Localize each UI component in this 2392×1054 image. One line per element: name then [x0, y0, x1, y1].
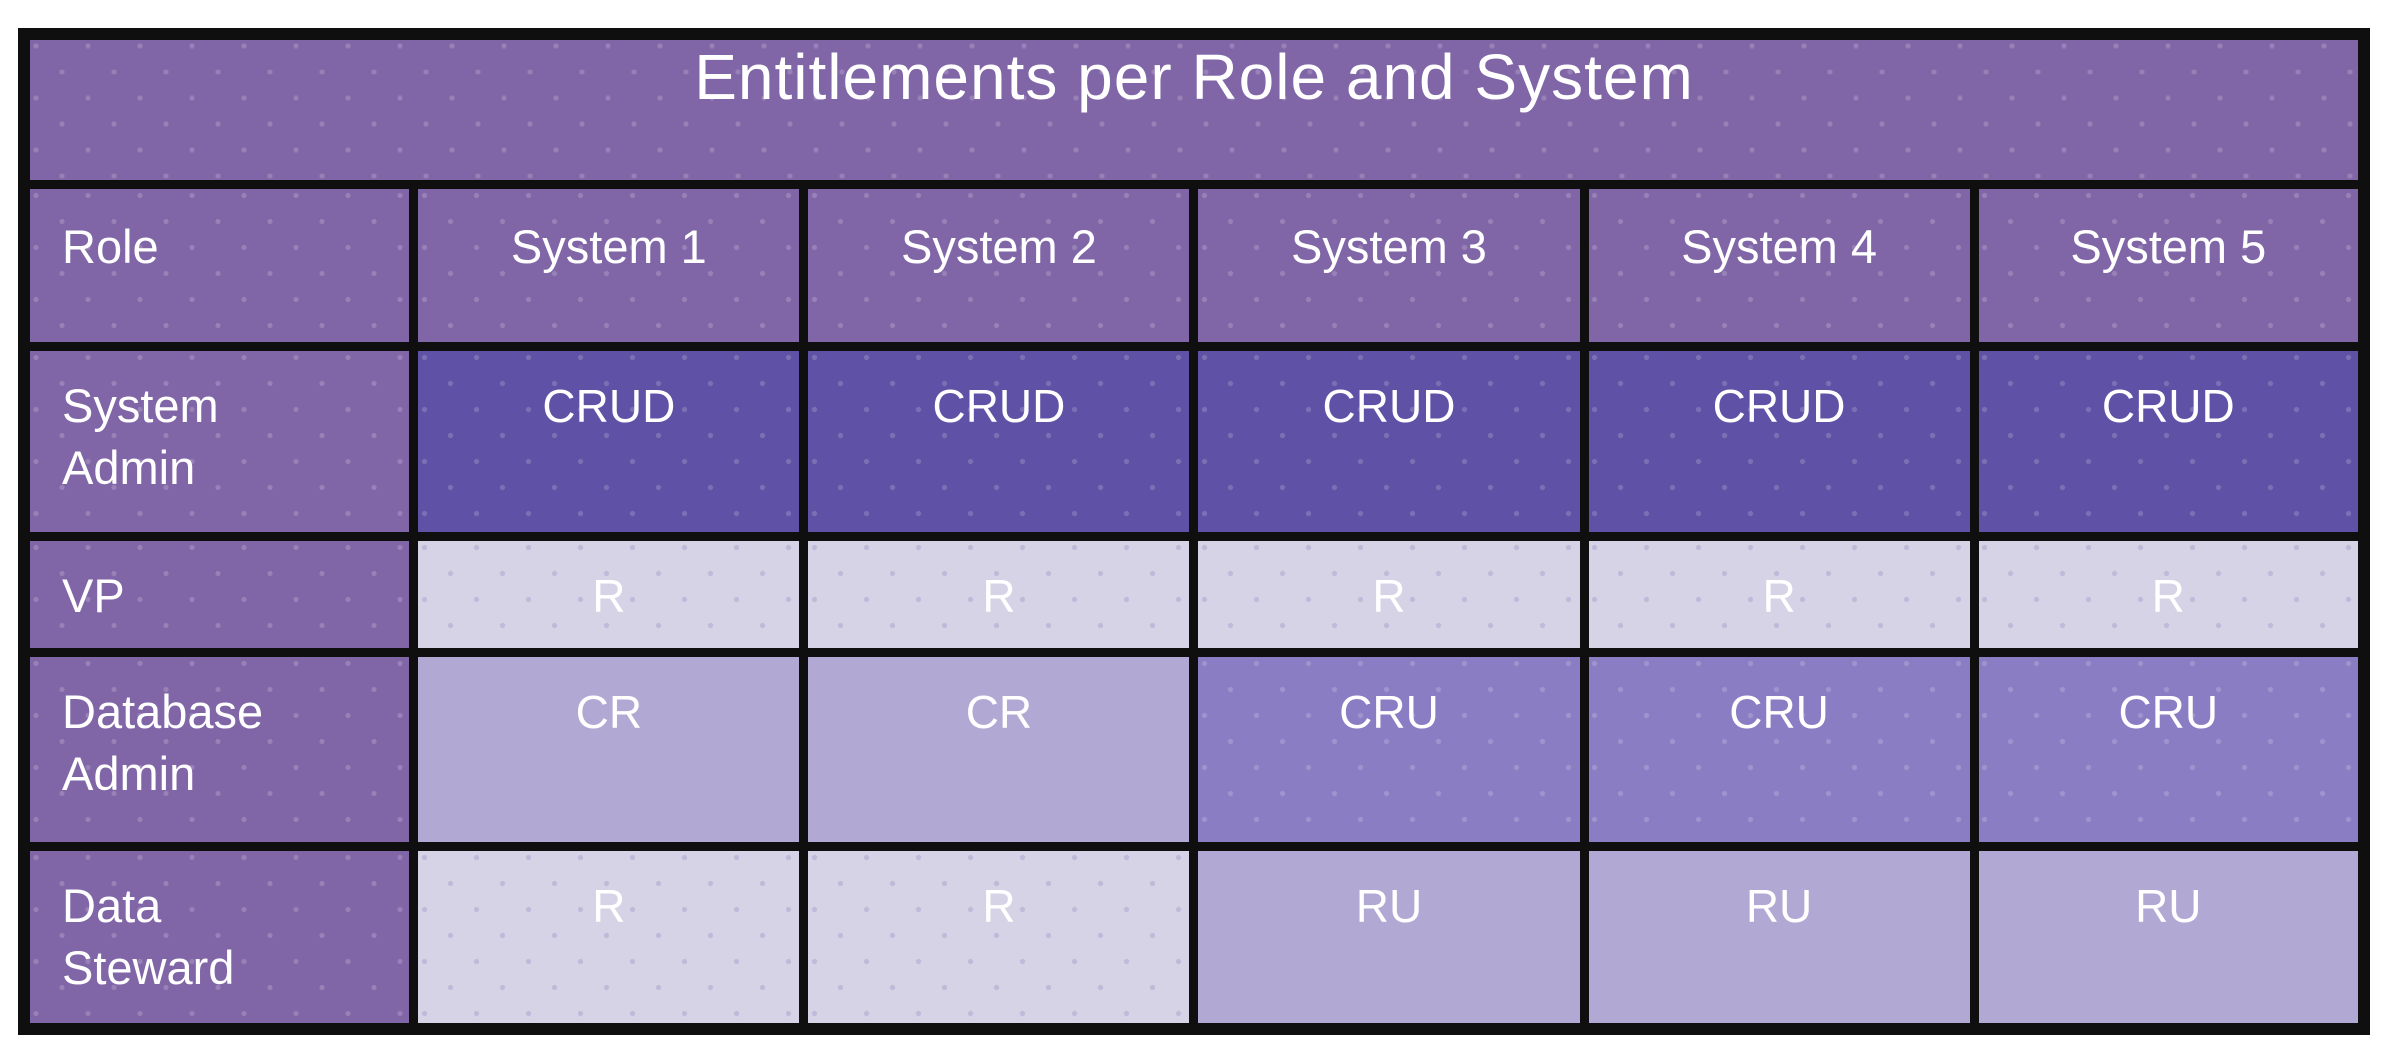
- column-header-system-4: System 4: [1579, 180, 1979, 351]
- column-header-system-3: System 3: [1189, 180, 1589, 351]
- title-row: Entitlements per Role and System: [19, 29, 2369, 189]
- role-cell-database-admin: Database Admin: [19, 648, 419, 851]
- column-header-system-2: System 2: [799, 180, 1199, 351]
- role-cell-system-admin: System Admin: [19, 342, 419, 541]
- column-header-system-1: System 1: [409, 180, 809, 351]
- table-row-vp: VP R R R R R: [19, 532, 2369, 657]
- table-row-system-admin: System Admin CRUD CRUD CRUD CRUD CRUD: [19, 342, 2369, 541]
- entitlement-cell: R: [799, 532, 1199, 657]
- entitlement-cell: RU: [1969, 842, 2369, 1033]
- entitlement-cell: R: [1189, 532, 1589, 657]
- entitlement-cell: CRU: [1969, 648, 2369, 851]
- entitlement-cell: CRU: [1579, 648, 1979, 851]
- entitlement-cell: CRUD: [409, 342, 809, 541]
- role-cell-vp: VP: [19, 532, 419, 657]
- entitlements-table: Entitlements per Role and System Role Sy…: [18, 28, 2370, 1035]
- entitlement-cell: CRUD: [1969, 342, 2369, 541]
- entitlement-cell: RU: [1579, 842, 1979, 1033]
- entitlements-matrix-frame: Entitlements per Role and System Role Sy…: [18, 28, 2370, 1035]
- entitlement-cell: CRUD: [1579, 342, 1979, 541]
- entitlement-cell: CRU: [1189, 648, 1589, 851]
- entitlement-cell: CR: [799, 648, 1199, 851]
- table-row-database-admin: Database Admin CR CR CRU CRU CRU: [19, 648, 2369, 851]
- entitlement-cell: CR: [409, 648, 809, 851]
- entitlement-cell: R: [1579, 532, 1979, 657]
- column-header-role: Role: [19, 180, 419, 351]
- entitlement-cell: R: [799, 842, 1199, 1033]
- table-row-data-steward: Data Steward R R RU RU RU: [19, 842, 2369, 1033]
- entitlement-cell: RU: [1189, 842, 1589, 1033]
- entitlement-cell: R: [409, 532, 809, 657]
- page-title: Entitlements per Role and System: [19, 29, 2369, 189]
- entitlement-cell: R: [1969, 532, 2369, 657]
- entitlement-cell: CRUD: [799, 342, 1199, 541]
- entitlement-cell: CRUD: [1189, 342, 1589, 541]
- column-header-system-5: System 5: [1969, 180, 2369, 351]
- entitlement-cell: R: [409, 842, 809, 1033]
- role-cell-data-steward: Data Steward: [19, 842, 419, 1033]
- header-row: Role System 1 System 2 System 3 System 4…: [19, 180, 2369, 351]
